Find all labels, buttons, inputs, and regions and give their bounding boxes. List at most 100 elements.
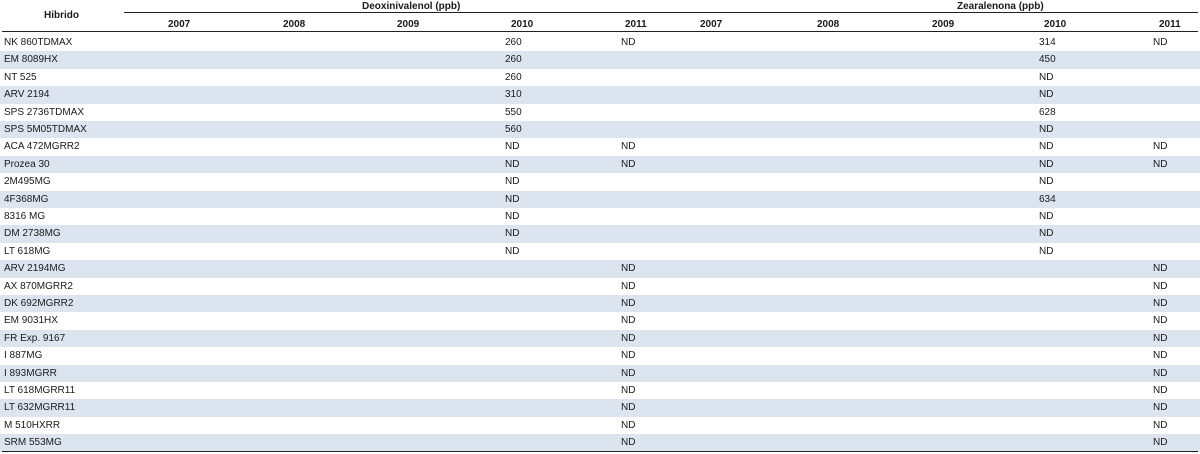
zea-2010-cell: ND [1039, 228, 1054, 240]
table-row: I 893MGRR ND ND [0, 364, 1200, 382]
zea-2010-cell: ND [1039, 158, 1054, 170]
header-bottom-rule [2, 31, 1198, 32]
zea-2011-cell: ND [1153, 419, 1168, 431]
hibrido-cell: EM 8089HX [4, 54, 58, 66]
table-row: DK 692MGRR2 ND ND [0, 295, 1200, 313]
hibrido-cell: ARV 2194 [4, 89, 50, 101]
zea-2010-cell: ND [1039, 124, 1054, 135]
zea-2010-cell: ND [1039, 89, 1054, 101]
year-header: 2009 [932, 19, 955, 30]
table-row: EM 8089HX 260 450 [0, 51, 1200, 69]
table-row: FR Exp. 9167 ND ND [0, 329, 1200, 348]
don-2010-cell: 260 [505, 37, 522, 48]
year-header: 2010 [1044, 19, 1067, 30]
zea-2011-cell: ND [1153, 263, 1168, 275]
zea-2011-cell: ND [1153, 280, 1168, 292]
table-row: I 887MG ND ND [0, 347, 1200, 364]
zea-2011-cell: ND [1153, 350, 1168, 362]
table-row: SPS 2736TDMAX 550 628 [0, 104, 1200, 121]
don-2010-cell: ND [505, 141, 520, 153]
hibrido-cell: 4F368MG [4, 193, 49, 205]
don-2010-cell: ND [505, 193, 520, 205]
hibrido-cell: ACA 472MGRR2 [4, 141, 80, 153]
year-header: 2011 [1159, 19, 1181, 30]
zea-2011-cell: ND [1153, 385, 1168, 396]
don-2010-cell: ND [505, 211, 520, 222]
group-underline [124, 12, 1198, 13]
zea-2010-cell: ND [1039, 211, 1054, 222]
table-row: SRM 553MG ND ND [0, 434, 1200, 452]
table-bottom-rule [2, 451, 1198, 452]
year-header: 2008 [283, 19, 306, 30]
don-2011-cell: ND [621, 367, 636, 379]
hibrido-cell: NK 860TDMAX [4, 37, 73, 48]
hibrido-cell: ARV 2194MG [4, 263, 66, 275]
zea-2011-cell: ND [1153, 332, 1168, 344]
table-row: DM 2738MG ND ND [0, 225, 1200, 243]
hibrido-cell: 8316 MG [4, 211, 46, 222]
hibrido-cell: I 887MG [4, 350, 43, 362]
zea-2010-cell: 634 [1039, 193, 1056, 205]
hibrido-cell: EM 9031HX [4, 315, 58, 327]
year-header: 2007 [700, 19, 723, 30]
table-row: 8316 MG ND ND [0, 208, 1200, 225]
don-2011-cell: ND [621, 37, 636, 48]
table-row: LT 632MGRR11 ND ND [0, 399, 1200, 417]
zea-2010-cell: ND [1039, 141, 1054, 153]
table-row: 4F368MG ND 634 [0, 190, 1200, 208]
zea-2010-cell: 628 [1039, 106, 1056, 118]
don-2011-cell: ND [621, 315, 636, 327]
zea-2010-cell: ND [1039, 71, 1054, 83]
zea-2011-cell: ND [1153, 37, 1168, 48]
year-header: 2009 [397, 19, 420, 30]
don-2010-cell: ND [505, 228, 520, 240]
hibrido-cell: M 510HXRR [4, 419, 61, 431]
table-row: EM 9031HX ND ND [0, 312, 1200, 329]
year-header: 2011 [625, 19, 647, 30]
table-row: NK 860TDMAX 260 ND 314 ND [0, 34, 1200, 51]
group-header-zearalenona: Zearalenona (ppb) [957, 1, 1044, 12]
table-row: AX 870MGRR2 ND ND [0, 278, 1200, 295]
don-2011-cell: ND [621, 419, 636, 431]
don-2011-cell: ND [621, 402, 636, 414]
zea-2011-cell: ND [1153, 402, 1168, 414]
zea-2010-cell: ND [1039, 176, 1054, 188]
table-row: LT 618MGRR11 ND ND [0, 382, 1200, 399]
zea-2010-cell: 314 [1039, 37, 1056, 48]
don-2011-cell: ND [621, 350, 636, 362]
table-row: LT 618MG ND ND [0, 243, 1200, 260]
don-2011-cell: ND [621, 332, 636, 344]
hibrido-cell: I 893MGRR [4, 367, 57, 379]
hibrido-cell: SPS 5M05TDMAX [4, 124, 87, 135]
hibrido-cell: 2M495MG [4, 176, 51, 188]
zea-2011-cell: ND [1153, 158, 1168, 170]
don-2011-cell: ND [621, 298, 636, 309]
row-header-hibrido: Hibrido [44, 10, 79, 21]
hibrido-cell: SRM 553MG [4, 437, 62, 449]
don-2011-cell: ND [621, 158, 636, 170]
don-2011-cell: ND [621, 263, 636, 275]
hibrido-cell: DK 692MGRR2 [4, 298, 74, 309]
hibrido-cell: SPS 2736TDMAX [4, 106, 85, 118]
zea-2011-cell: ND [1153, 141, 1168, 153]
table-row: NT 525 260 ND [0, 69, 1200, 86]
table-row: ACA 472MGRR2 ND ND ND ND [0, 138, 1200, 155]
table-row: SPS 5M05TDMAX 560 ND [0, 121, 1200, 139]
don-2011-cell: ND [621, 385, 636, 396]
hibrido-cell: FR Exp. 9167 [4, 332, 66, 344]
table-row: 2M495MG ND ND [0, 173, 1200, 190]
don-2011-cell: ND [621, 437, 636, 449]
hibrido-cell: LT 632MGRR11 [4, 402, 76, 414]
don-2010-cell: ND [505, 158, 520, 170]
zea-2011-cell: ND [1153, 367, 1168, 379]
group-header-deoxinivalenol: Deoxinivalenol (ppb) [362, 1, 461, 12]
zea-2010-cell: ND [1039, 245, 1054, 257]
don-2010-cell: 560 [505, 124, 522, 135]
hibrido-cell: Prozea 30 [4, 158, 50, 170]
hibrido-cell: AX 870MGRR2 [4, 280, 73, 292]
table-row: ARV 2194MG ND ND [0, 260, 1200, 278]
don-2010-cell: 310 [505, 89, 522, 101]
table-row: M 510HXRR ND ND [0, 417, 1200, 434]
table-row: Prozea 30 ND ND ND ND [0, 155, 1200, 174]
